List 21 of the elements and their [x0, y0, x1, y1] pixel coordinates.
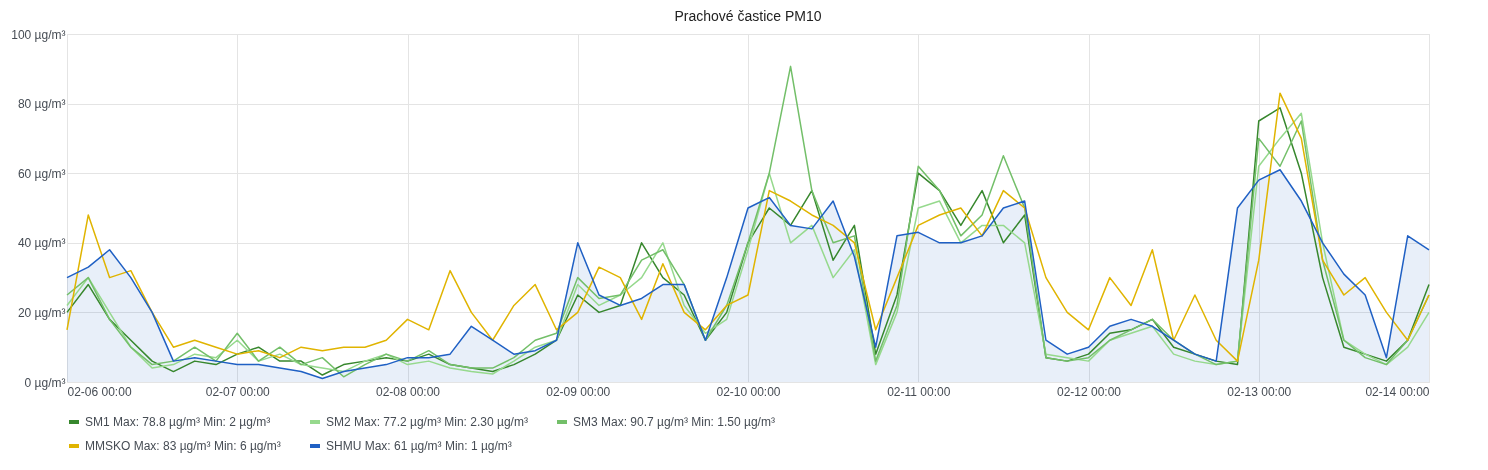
y-tick-label: 40 µg/m³ [17, 236, 66, 251]
x-tick-label: 02-13 00:00 [1227, 384, 1292, 399]
x-tick-label: 02-10 00:00 [716, 384, 781, 399]
x-tick-label: 02-07 00:00 [205, 384, 271, 399]
y-tick-label: 80 µg/m³ [17, 97, 66, 112]
y-tick-label: 20 µg/m³ [17, 305, 66, 320]
chart-title: Prachové častice PM10 [674, 8, 822, 24]
x-tick-label: 02-12 00:00 [1056, 384, 1122, 399]
legend-label: SM1 Max: 78.8 µg/m³ Min: 2 µg/m³ [85, 415, 271, 429]
legend-label: SM2 Max: 77.2 µg/m³ Min: 2.30 µg/m³ [326, 415, 528, 429]
x-tick-label: 02-08 00:00 [375, 384, 441, 399]
y-tick-label: 0 µg/m³ [24, 375, 66, 390]
legend-label: SHMU Max: 61 µg/m³ Min: 1 µg/m³ [326, 439, 512, 453]
y-tick-label: 100 µg/m³ [11, 27, 66, 42]
legend-label: MMSKO Max: 83 µg/m³ Min: 6 µg/m³ [85, 439, 281, 453]
x-tick-label: 02-09 00:00 [546, 384, 611, 399]
y-tick-label: 60 µg/m³ [17, 166, 66, 181]
x-tick-label: 02-14 00:00 [1365, 384, 1430, 399]
legend-label: SM3 Max: 90.7 µg/m³ Min: 1.50 µg/m³ [573, 415, 775, 429]
x-tick-label: 02-11 00:00 [887, 384, 951, 399]
x-tick-label: 02-06 00:00 [67, 384, 132, 399]
